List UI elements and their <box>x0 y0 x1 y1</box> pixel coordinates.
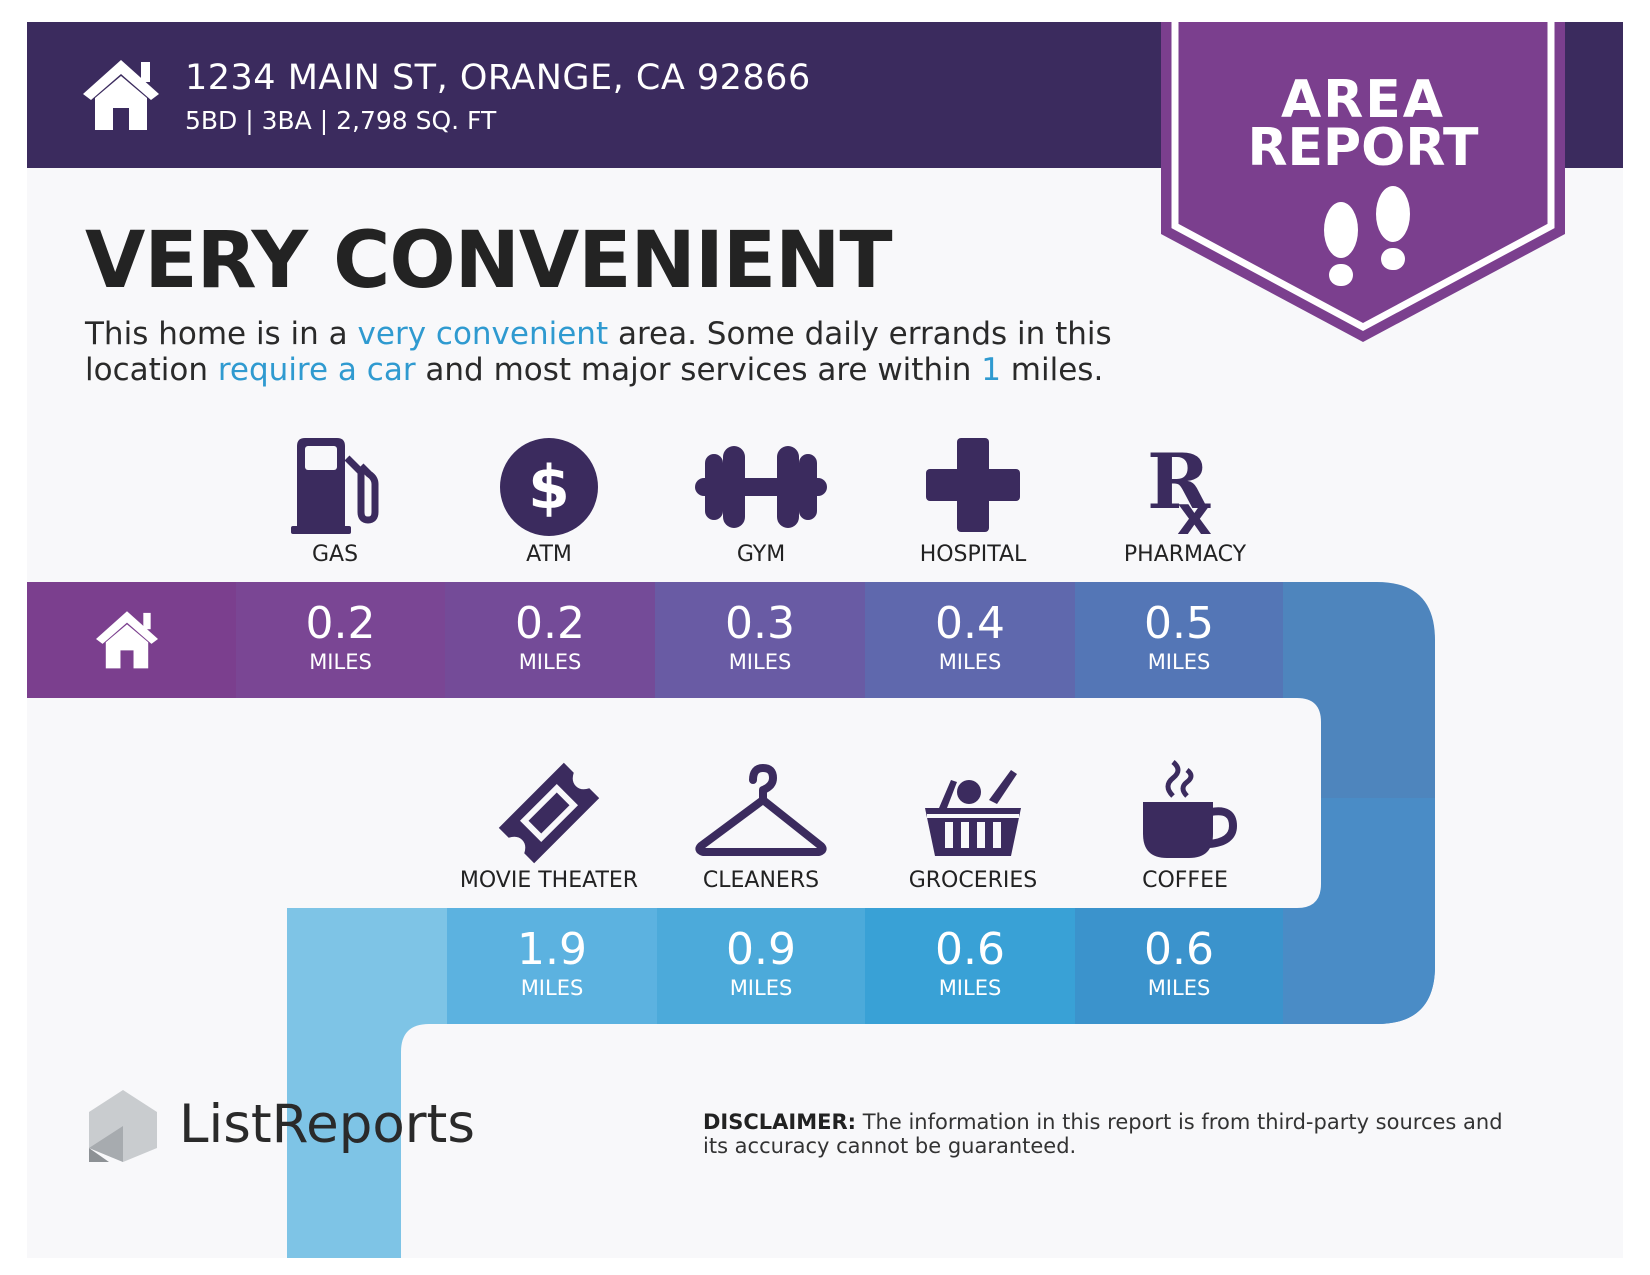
svg-text:R: R <box>1147 437 1211 526</box>
listreports-logo-icon <box>89 1090 157 1162</box>
amenity-label-hospital: HOSPITAL <box>919 542 1027 567</box>
amenity-label-gym: GYM <box>736 542 786 567</box>
distance-value: 0.5 <box>1144 598 1214 649</box>
svg-text:$: $ <box>528 453 570 523</box>
distance-cell-coffee: 0.6 MILES <box>1075 908 1283 1024</box>
distance-unit: MILES <box>309 650 372 674</box>
distance-unit: MILES <box>938 976 1002 1000</box>
distance-cell-hospital: 0.4 MILES <box>865 582 1075 698</box>
amenity-label-coffee: COFFEE <box>1142 868 1228 893</box>
badge-title-line1: AREA <box>1280 70 1446 130</box>
dumbbell-icon <box>695 432 827 542</box>
hanger-icon <box>695 758 827 868</box>
convenience-description: This home is in a very convenient area. … <box>85 316 1125 388</box>
amenity-label-pharmacy: PHARMACY <box>1123 542 1247 567</box>
distance-value: 1.9 <box>517 924 587 975</box>
distance-value: 0.6 <box>1144 924 1214 975</box>
distance-unit: MILES <box>1147 976 1211 1000</box>
area-report-page: 1234 MAIN ST, ORANGE, CA 92866 5BD | 3BA… <box>27 22 1623 1258</box>
desc-highlight-car: require a car <box>217 352 416 388</box>
listreports-brand-name: ListReports <box>179 1094 475 1155</box>
distance-unit: MILES <box>938 650 1002 674</box>
desc-highlight-convenience: very convenient <box>357 316 609 352</box>
basket-icon <box>913 758 1033 868</box>
dollar-icon: $ <box>489 432 609 542</box>
coffee-cup-icon <box>1125 758 1245 868</box>
property-specs: 5BD | 3BA | 2,798 SQ. FT <box>185 106 497 135</box>
medical-cross-icon <box>913 432 1033 542</box>
distance-value: 0.9 <box>726 924 796 975</box>
distance-value: 0.2 <box>515 598 585 649</box>
distance-unit: MILES <box>518 650 582 674</box>
distance-value: 0.6 <box>935 924 1005 975</box>
desc-text-4: miles. <box>1000 352 1104 388</box>
desc-text-3: and most major services are within <box>415 352 982 388</box>
ticket-icon <box>489 758 609 868</box>
distance-unit: MILES <box>728 650 792 674</box>
property-address: 1234 MAIN ST, ORANGE, CA 92866 <box>185 58 811 98</box>
desc-highlight-miles: 1 <box>981 352 1001 388</box>
disclaimer: DISCLAIMER: The information in this repo… <box>703 1110 1523 1158</box>
house-icon <box>83 60 159 130</box>
distance-value: 0.4 <box>935 598 1005 649</box>
distance-cell-groceries: 0.6 MILES <box>865 908 1075 1024</box>
distance-cell-atm: 0.2 MILES <box>445 582 655 698</box>
area-report-badge <box>1161 22 1565 342</box>
home-start-icon <box>96 611 158 669</box>
amenity-label-groceries: GROCERIES <box>908 868 1038 893</box>
gas-pump-icon <box>275 432 395 542</box>
distance-value: 0.3 <box>725 598 795 649</box>
rx-icon: R x <box>1125 432 1245 547</box>
footprints-icon <box>1324 186 1410 286</box>
distance-unit: MILES <box>1147 650 1211 674</box>
disclaimer-text: The information in this report is from t… <box>703 1110 1503 1158</box>
distance-cell-gym: 0.3 MILES <box>655 582 865 698</box>
amenity-label-gas: GAS <box>311 542 359 567</box>
distance-unit: MILES <box>729 976 793 1000</box>
convenience-headline: VERY CONVENIENT <box>85 216 893 306</box>
desc-text-2: area. Some daily errands in this locatio… <box>85 316 1112 388</box>
distance-cell-gas: 0.2 MILES <box>236 582 445 698</box>
badge-title-line2: REPORT <box>1247 118 1479 178</box>
amenity-label-atm: ATM <box>526 542 572 567</box>
distance-value: 0.2 <box>305 598 376 649</box>
disclaimer-label: DISCLAIMER: <box>703 1110 857 1134</box>
desc-text-1: This home is in a <box>85 316 358 352</box>
distance-cell-cleaners: 0.9 MILES <box>657 908 865 1024</box>
distance-cell-pharmacy: 0.5 MILES <box>1075 582 1283 698</box>
distance-cell-movie-theater: 1.9 MILES <box>447 908 657 1024</box>
svg-text:x: x <box>1177 484 1212 542</box>
distance-unit: MILES <box>520 976 584 1000</box>
amenity-label-cleaners: CLEANERS <box>702 868 820 893</box>
amenity-label-movie-theater: MOVIE THEATER <box>459 868 639 893</box>
distance-road <box>27 582 1435 1258</box>
